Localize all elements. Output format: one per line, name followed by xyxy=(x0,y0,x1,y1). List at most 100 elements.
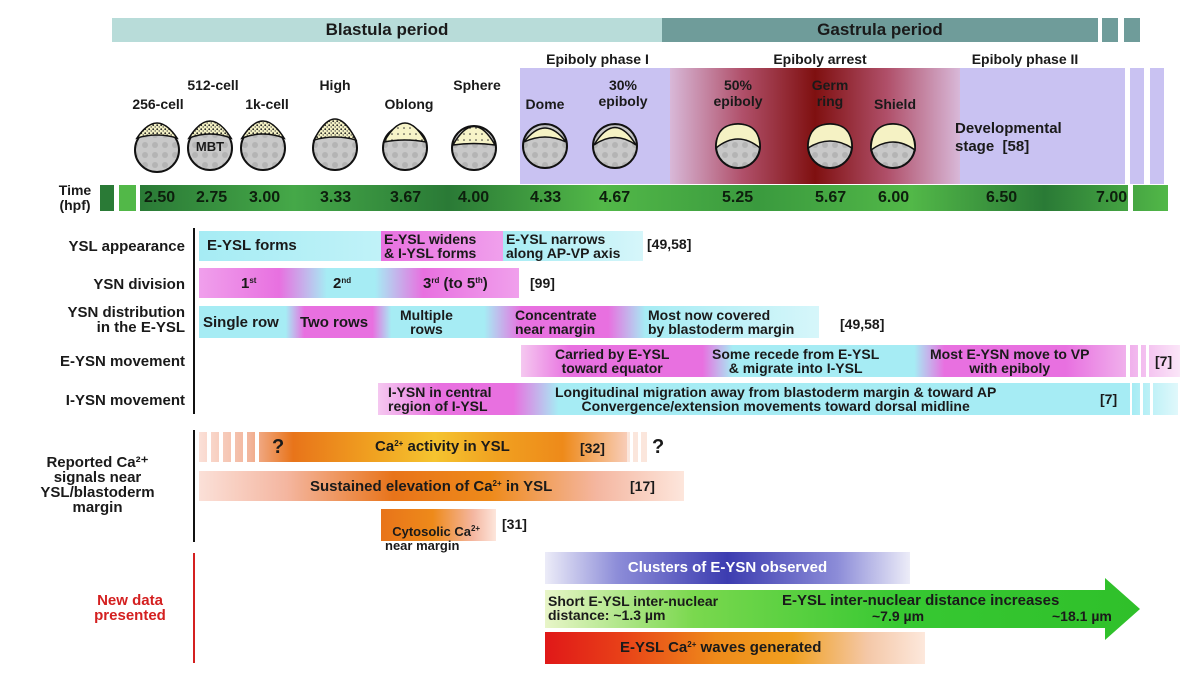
stage-label-50: 50% epiboly xyxy=(713,77,763,109)
embryo-30-epiboly xyxy=(592,123,638,169)
ca-activity-stripe-3 xyxy=(231,432,235,462)
ca-activity-stripe-2 xyxy=(219,432,223,462)
clusters-bar xyxy=(545,552,910,584)
embryo-256-cell xyxy=(134,122,180,173)
ca-activity-stripe-6 xyxy=(630,432,633,462)
ysl-appearance-bar-a xyxy=(199,231,381,261)
embryo-50-epiboly xyxy=(715,123,761,169)
ysn-distribution-text-a: Single row xyxy=(203,314,279,331)
iysn-movement-ref: [7] xyxy=(1100,391,1118,407)
ysn-division-third: 3rd (to 5th) xyxy=(423,275,488,292)
stage-label-germ: Germ ring xyxy=(811,77,849,109)
ca-cytosolic-bar xyxy=(381,509,496,541)
distance-increase-text: E-YSL inter-nuclear distance increases xyxy=(782,592,1060,609)
row-header-ca-signals: Reported Ca²⁺ signals near YSL/blastoder… xyxy=(40,454,155,516)
embryo-germ-ring xyxy=(807,123,853,169)
waves-text: E-YSL Ca2+ waves generated xyxy=(620,639,822,656)
ca-q-left: ? xyxy=(272,436,285,458)
embryo-illustrations xyxy=(134,118,916,173)
time-bar-seg-b xyxy=(119,185,136,211)
eysn-stripe-1 xyxy=(1138,345,1141,377)
ca-activity-ref: [32] xyxy=(580,440,605,456)
epiboly-phase-2-label: Epiboly phase II xyxy=(971,51,1079,67)
ysn-distribution-text-d: Concentrate near margin xyxy=(515,307,597,337)
ysl-appearance-text-c: E-YSL narrows along AP-VP axis xyxy=(506,231,621,261)
ca-activity-stripe-7 xyxy=(638,432,641,462)
row-header-ysn-distribution: YSN distribution in the E-YSL xyxy=(67,304,186,336)
ysn-distribution-bar xyxy=(199,306,819,338)
epiboly-arrest-label: Epiboly arrest xyxy=(773,51,867,67)
stage-label-30: 30% epiboly xyxy=(598,77,648,109)
iysn-stripe-1 xyxy=(1140,383,1143,415)
iysn-stripe-2 xyxy=(1150,383,1153,415)
epiboly-phase-1-label: Epiboly phase I xyxy=(546,51,649,67)
time-3-67: 3.67 xyxy=(390,189,422,206)
time-3-33: 3.33 xyxy=(320,189,352,206)
gastrula-banner-tail-2 xyxy=(1124,18,1140,42)
mbt-label: MBT xyxy=(195,138,225,154)
distance-18-1: ~18.1 µm xyxy=(1052,608,1112,624)
blastula-period-banner: Blastula period xyxy=(112,18,662,42)
ysn-division-bar xyxy=(199,268,519,298)
clusters-text: Clusters of E-YSN observed xyxy=(627,559,828,576)
ca-activity-stripe-1 xyxy=(207,432,211,462)
time-6-50: 6.50 xyxy=(986,189,1018,206)
embryo-512-cell xyxy=(187,120,233,171)
iysn-movement-text-b: Longitudinal migration away from blastod… xyxy=(555,384,997,414)
row-header-ysl-appearance: YSL appearance xyxy=(68,238,185,255)
gastrula-period-banner: Gastrula period xyxy=(662,18,1098,42)
iysn-movement-tail xyxy=(1132,383,1178,415)
stage-label-dome: Dome xyxy=(525,96,565,112)
distance-arrow xyxy=(545,578,1140,640)
epiboly-phase-2-panel xyxy=(960,68,1125,184)
time-2-50: 2.50 xyxy=(144,189,176,206)
ysn-distribution-text-c: Multiple rows xyxy=(400,307,453,337)
row-header-ysn-division: YSN division xyxy=(93,276,185,293)
eysn-movement-ref: [7] xyxy=(1155,353,1173,369)
ca-activity-stripe-5 xyxy=(255,432,259,462)
eysn-movement-text-c: Most E-YSN move to VP with epiboly xyxy=(930,346,1090,376)
time-4-33: 4.33 xyxy=(530,189,562,206)
ysl-appearance-text-b: E-YSL widens & I-YSL forms xyxy=(384,231,477,261)
embryo-oblong xyxy=(382,122,428,171)
stage-label-high: High xyxy=(319,77,351,93)
short-distance-text: Short E-YSL inter-nuclear distance: ~1.3… xyxy=(548,593,719,623)
ca-q-right: ? xyxy=(652,436,665,458)
phase-panel-tail-2 xyxy=(1150,68,1164,184)
ysl-appearance-bar-c xyxy=(503,231,643,261)
iysn-movement-bar xyxy=(378,383,1130,415)
embryo-shield xyxy=(870,123,916,169)
ysl-appearance-text-a: E-YSL forms xyxy=(207,237,297,254)
ca-activity-text: Ca2+ activity in YSL xyxy=(375,438,510,455)
ysn-division-second: 2nd xyxy=(333,275,352,292)
time-bar xyxy=(140,185,1168,211)
embryo-sphere xyxy=(451,125,497,171)
section-divider-1 xyxy=(193,228,195,414)
ysn-distribution-text-b: Two rows xyxy=(300,314,369,331)
epiboly-arrest-panel xyxy=(670,68,960,184)
waves-bar xyxy=(545,632,925,664)
stage-label-512: 512-cell xyxy=(187,77,239,93)
eysn-stripe-2 xyxy=(1146,345,1149,377)
time-4-67: 4.67 xyxy=(599,189,631,206)
time-bar-gap xyxy=(1128,185,1133,211)
phase-panel-tail-1 xyxy=(1130,68,1144,184)
row-header-iysn-movement: I-YSN movement xyxy=(65,392,185,409)
gastrula-banner-tail-1 xyxy=(1102,18,1118,42)
stage-label-1k: 1k-cell xyxy=(245,96,289,112)
embryo-dome xyxy=(522,123,568,169)
ysn-division-ref: [99] xyxy=(530,275,555,291)
ysl-appearance-bar-b xyxy=(381,231,503,261)
time-label: Time (hpf) xyxy=(58,182,92,213)
eysn-movement-text-a: Carried by E-YSL toward equator xyxy=(555,346,670,376)
eysn-movement-bar xyxy=(521,345,1126,377)
time-3-00: 3.00 xyxy=(249,189,281,206)
section-divider-3 xyxy=(193,553,195,663)
time-4-00: 4.00 xyxy=(458,189,490,206)
ca-activity-bar xyxy=(199,432,627,462)
time-5-67: 5.67 xyxy=(815,189,847,206)
ysl-appearance-ref: [49,58] xyxy=(647,236,692,252)
row-header-eysn-movement: E-YSN movement xyxy=(59,353,185,370)
section-divider-2 xyxy=(193,430,195,542)
time-2-75: 2.75 xyxy=(196,189,228,206)
